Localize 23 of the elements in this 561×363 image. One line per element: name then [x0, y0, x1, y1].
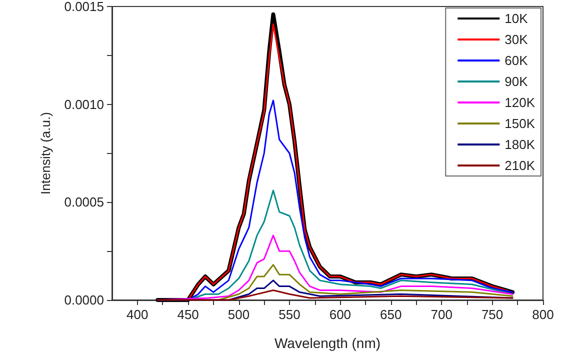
- legend-label: 60K: [504, 53, 528, 68]
- x-tick-label: 650: [380, 307, 402, 322]
- x-tick-label: 550: [278, 307, 300, 322]
- x-tick-label: 400: [126, 307, 148, 322]
- x-tick-label: 450: [177, 307, 199, 322]
- x-tick-label: 700: [430, 307, 452, 322]
- y-tick-label: 0.0010: [64, 96, 104, 112]
- legend-label: 30K: [504, 32, 528, 47]
- legend-label: 120K: [504, 95, 536, 110]
- legend-label: 150K: [504, 116, 536, 131]
- y-tick-label: 0.0000: [64, 292, 104, 308]
- legend-label: 210K: [504, 158, 536, 173]
- y-tick-label: 0.0015: [64, 0, 104, 14]
- x-tick-label: 800: [532, 307, 554, 322]
- y-axis-title: Intensity (a.u.): [38, 112, 53, 194]
- legend-label: 10K: [504, 11, 528, 26]
- x-tick-label: 600: [329, 307, 352, 322]
- x-tick-label: 500: [228, 307, 250, 322]
- x-axis-title: Wavelength (nm): [274, 335, 381, 351]
- legend-label: 90K: [504, 74, 528, 89]
- y-tick-label: 0.0005: [64, 194, 104, 210]
- x-tick-label: 750: [481, 307, 504, 322]
- legend-label: 180K: [504, 137, 536, 152]
